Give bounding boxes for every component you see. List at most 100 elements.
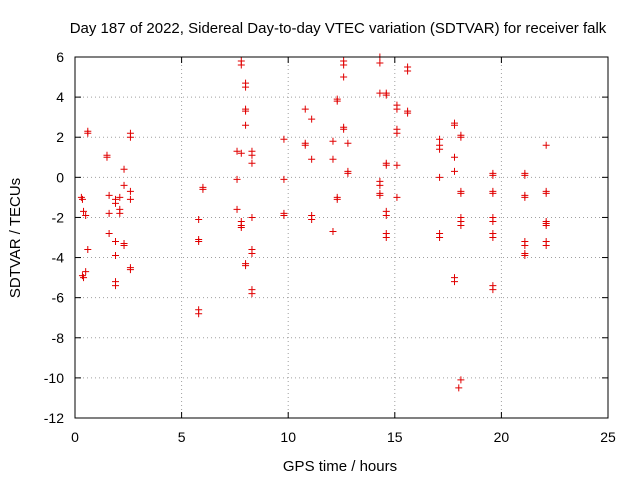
data-point — [521, 252, 529, 260]
data-point — [436, 135, 444, 143]
y-tick-label: 0 — [56, 169, 64, 185]
data-point — [126, 195, 134, 203]
data-point — [78, 195, 86, 203]
data-point — [393, 105, 401, 113]
data-point — [457, 376, 465, 384]
data-point — [344, 139, 352, 147]
x-tick-label: 15 — [387, 429, 403, 445]
data-point — [84, 246, 92, 254]
grid — [75, 57, 608, 418]
data-point — [393, 161, 401, 169]
data-point — [80, 274, 88, 282]
data-point — [112, 199, 120, 207]
data-point — [542, 221, 550, 229]
data-point — [120, 242, 128, 250]
data-point — [404, 67, 412, 75]
data-point — [333, 195, 341, 203]
y-tick-label: -12 — [44, 410, 64, 426]
data-point — [340, 61, 348, 69]
data-point — [248, 213, 256, 221]
data-point — [450, 153, 458, 161]
data-point — [376, 89, 384, 97]
data-point — [308, 155, 316, 163]
data-point — [489, 189, 497, 197]
data-point — [308, 115, 316, 123]
data-point — [450, 167, 458, 175]
data-point — [242, 262, 250, 270]
data-point — [436, 173, 444, 181]
y-tick-label: -8 — [52, 330, 65, 346]
data-point — [376, 191, 384, 199]
data-point — [436, 145, 444, 153]
data-point — [450, 121, 458, 129]
y-tick-label: -4 — [52, 250, 65, 266]
data-point — [329, 137, 337, 145]
data-point — [393, 129, 401, 137]
data-point — [248, 151, 256, 159]
data-point — [376, 59, 384, 67]
data-point — [248, 290, 256, 298]
data-point — [195, 310, 203, 318]
data-point — [376, 181, 384, 189]
chart-title: Day 187 of 2022, Sidereal Day-to-day VTE… — [70, 20, 607, 37]
data-point — [382, 91, 390, 99]
data-point — [308, 215, 316, 223]
y-tick-label: 4 — [56, 89, 64, 105]
data-point — [120, 181, 128, 189]
data-point — [116, 193, 124, 201]
data-point — [340, 73, 348, 81]
data-point — [82, 268, 90, 276]
data-point — [301, 105, 309, 113]
data-point — [280, 175, 288, 183]
data-point — [455, 384, 463, 392]
data-point — [105, 209, 113, 217]
data-point — [242, 83, 250, 91]
data-point — [84, 129, 92, 137]
data-point — [489, 286, 497, 294]
axis-ticks — [74, 56, 609, 419]
data-point — [233, 147, 241, 155]
data-point — [112, 252, 120, 260]
data-point — [105, 229, 113, 237]
data-point — [248, 250, 256, 258]
data-point — [489, 171, 497, 179]
data-point — [280, 135, 288, 143]
data-point — [393, 193, 401, 201]
data-point — [248, 159, 256, 167]
data-point — [112, 238, 120, 246]
data-point — [329, 155, 337, 163]
data-point — [237, 149, 245, 157]
data-point — [333, 97, 341, 105]
data-point — [340, 125, 348, 133]
data-point — [457, 133, 465, 141]
data-point — [382, 161, 390, 169]
data-point — [542, 141, 550, 149]
x-tick-label: 20 — [494, 429, 510, 445]
x-tick-labels: 0 5 10 15 20 25 — [71, 429, 616, 445]
data-point — [382, 211, 390, 219]
data-points — [77, 53, 550, 392]
data-point — [489, 234, 497, 241]
data-point — [199, 185, 207, 193]
data-point — [233, 205, 241, 213]
data-point — [489, 217, 497, 225]
y-axis-label: SDTVAR / TECUs — [7, 178, 24, 298]
data-point — [280, 211, 288, 219]
data-point — [344, 169, 352, 177]
data-point — [521, 242, 529, 250]
x-tick-label: 25 — [600, 429, 616, 445]
data-point — [237, 61, 245, 69]
y-tick-label: -10 — [44, 370, 64, 386]
data-point — [82, 211, 90, 219]
data-point — [116, 209, 124, 217]
data-point — [242, 121, 250, 129]
data-point — [329, 227, 337, 235]
data-point — [120, 165, 128, 173]
data-point — [126, 133, 134, 141]
data-point — [521, 193, 529, 201]
data-point — [126, 187, 134, 195]
x-tick-label: 10 — [280, 429, 296, 445]
data-point — [457, 221, 465, 229]
data-point — [80, 207, 88, 215]
y-tick-label: 2 — [56, 129, 64, 145]
